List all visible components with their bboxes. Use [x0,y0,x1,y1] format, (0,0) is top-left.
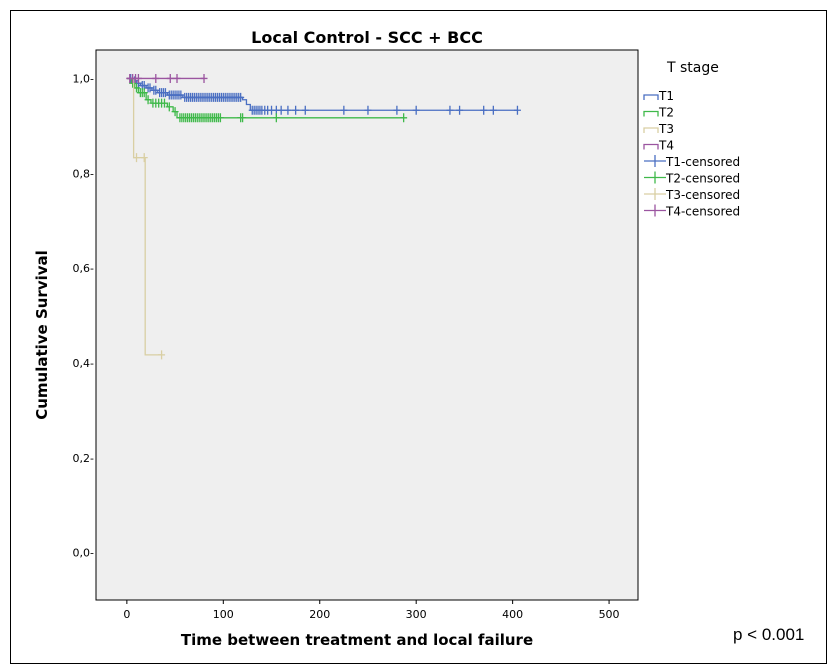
censor-mark-t4 [134,73,142,83]
censor-mark-t1 [513,105,521,115]
censor-mark-t1 [364,105,372,115]
x-tick-label: 0 [123,608,130,621]
y-tick-label: 0,4- [73,357,94,370]
censor-mark-t1 [480,105,488,115]
x-tick-label: 200 [309,608,330,621]
y-tick-label: 1,0- [73,72,94,85]
legend-swatch-t3-censored [644,188,666,200]
p-value-annotation: p < 0.001 [733,625,805,644]
censor-mark-t2 [400,113,408,123]
censor-mark-t1 [152,85,160,95]
censor-mark-t4 [200,73,208,83]
censor-mark-t1 [456,105,464,115]
y-tick-label: 0,2- [73,452,94,465]
censor-mark-t3 [133,153,141,163]
censor-mark-t3 [158,350,166,360]
legend-label-t4-censored: T4-censored [665,205,740,219]
x-tick-label: 300 [406,608,427,621]
censor-mark-t2 [140,88,148,98]
censor-mark-t2 [239,113,247,123]
chart-title: Local Control - SCC + BCC [251,28,483,47]
censor-mark-t4 [152,73,160,83]
x-tick-label: 500 [599,608,620,621]
censor-mark-t4 [173,73,181,83]
censor-mark-t1 [146,83,154,93]
y-tick-label: 0,8- [73,167,94,180]
censor-mark-t1 [340,105,348,115]
censor-mark-t1 [393,105,401,115]
legend-label-t3: T3 [658,122,674,136]
legend-swatch-t4-censored [644,204,666,217]
plot-area [95,49,639,601]
legend-swatch-t1-censored [644,155,666,167]
legend-swatch-t2 [643,110,659,117]
censor-mark-t3 [140,153,148,163]
censor-mark-t4 [166,73,174,83]
legend-label-t2: T2 [658,106,674,120]
censor-mark-t1 [177,90,185,100]
x-axis-label: Time between treatment and local failure [181,631,533,649]
legend-swatch-t3 [643,127,659,133]
legend-label-t4: T4 [658,139,674,153]
censor-mark-t1 [301,105,309,115]
censor-mark-t2 [216,113,224,123]
censor-mark-t1 [284,105,292,115]
legend-label-t3-censored: T3-censored [665,188,740,202]
legend-swatch-t1 [643,94,659,100]
y-tick-label: 0,0- [73,547,94,560]
censor-mark-t1 [412,105,420,115]
censor-mark-t1 [161,88,169,98]
censor-mark-t1 [489,105,497,115]
legend-swatch-t2-censored [644,171,666,184]
legend-label-t1: T1 [658,89,674,103]
legend-label-t1-censored: T1-censored [665,155,740,169]
y-axis-label: Cumulative Survival [33,250,51,420]
x-tick-label: 400 [502,608,523,621]
censor-mark-t2 [171,107,179,117]
legend-title: T stage [666,60,719,76]
legend-label-t2-censored: T2-censored [665,172,740,186]
x-tick-label: 100 [213,608,234,621]
censor-mark-t1 [237,92,245,102]
legend-swatch-t4 [643,143,659,150]
censor-mark-t1 [277,105,285,115]
y-tick-label: 0,6- [73,262,94,275]
censor-mark-t2 [144,95,152,105]
censor-mark-t1 [292,105,300,115]
censor-mark-t2 [272,113,280,123]
censor-mark-t2 [160,98,168,108]
censor-mark-t2 [165,102,173,112]
censor-mark-t1 [446,105,454,115]
